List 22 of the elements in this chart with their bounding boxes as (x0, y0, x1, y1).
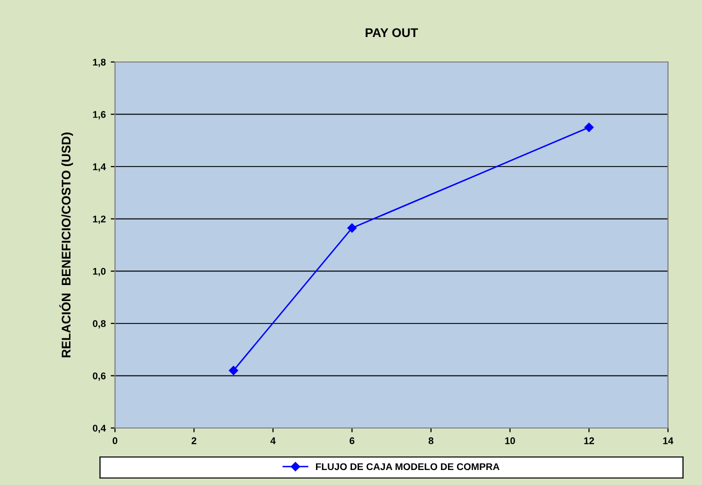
legend-label: FLUJO DE CAJA MODELO DE COMPRA (316, 463, 500, 470)
point (347, 223, 357, 233)
chart-title: PAY OUT (366, 28, 418, 38)
y-tick-label: 1,6 (93, 111, 106, 120)
y-tick-label: 1,8 (93, 58, 106, 68)
y-tick-label: 1,2 (93, 216, 106, 224)
y-tick-label: 0,4 (92, 424, 106, 434)
point (228, 366, 238, 376)
x-tick-label: 0 (112, 437, 118, 444)
x-tick-label: 12 (584, 437, 594, 444)
x-tick-label: 14 (663, 437, 674, 444)
x-tick-label: 6 (350, 437, 354, 444)
x-tick-label: 2 (192, 437, 196, 444)
x-tick-label: 8 (428, 437, 434, 444)
y-tick-label: 0,6 (92, 372, 106, 381)
y-tick-label: 0,8 (92, 320, 106, 328)
point (584, 122, 594, 132)
x-tick-label: 10 (505, 437, 516, 444)
y-tick-label: 1,4 (93, 163, 106, 172)
x-tick-label: 4 (270, 437, 276, 444)
y-axis-title: RELACIÓN BENEFICIO/COSTO (USD) (59, 132, 74, 358)
y-tick-label: 1,0 (93, 268, 106, 276)
